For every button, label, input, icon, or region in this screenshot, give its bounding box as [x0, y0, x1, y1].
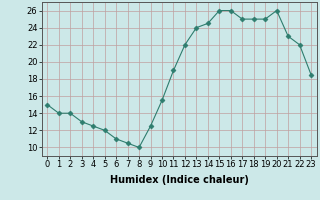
X-axis label: Humidex (Indice chaleur): Humidex (Indice chaleur) [110, 175, 249, 185]
